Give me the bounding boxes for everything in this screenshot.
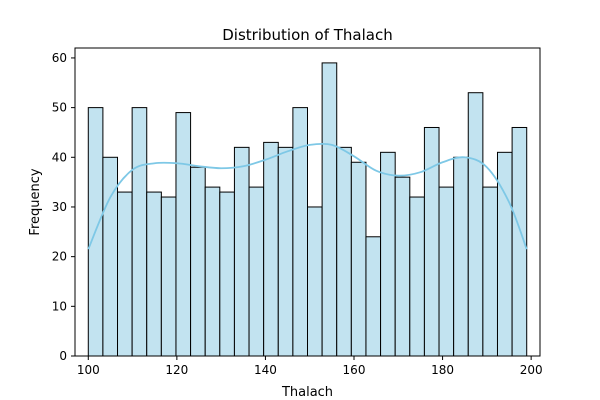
histogram-bar [307,206,323,357]
x-axis: 100 120 140 160 180 200 [77,356,543,377]
histogram-bar [394,176,411,357]
x-tick-label: 100 [77,363,100,377]
histogram-bar [350,161,367,357]
histogram-bar [467,92,484,357]
histogram-bar [117,191,133,357]
y-axis: 0 10 20 30 40 50 60 [52,51,75,363]
histogram-bar [453,156,469,357]
histogram-bar [233,146,250,357]
histogram-bar [102,156,119,357]
y-axis-label: Frequency [28,168,43,235]
x-tick-label: 200 [520,363,543,377]
y-tick-label: 10 [52,299,67,313]
histogram-bar [380,151,396,357]
x-tick-label: 160 [343,363,366,377]
x-axis-label: Thalach [281,385,333,400]
x-tick-label: 180 [431,363,454,377]
x-tick-label: 140 [254,363,277,377]
histogram-bar [190,166,206,357]
histogram-bar [219,191,235,357]
bars-group [87,62,528,357]
histogram-bar [277,146,294,357]
histogram-bar [365,236,382,357]
y-tick-label: 50 [52,101,67,115]
plot-frame [74,47,541,357]
histogram-bar [423,126,440,357]
kde-curve [87,142,528,250]
y-tick-label: 30 [52,200,67,214]
y-tick-label: 60 [52,51,67,65]
y-tick-label: 40 [52,150,67,164]
histogram-bar [336,146,352,357]
histogram-bar [131,107,148,357]
x-tick-label: 120 [165,363,188,377]
histogram-bar [160,196,177,357]
histogram-bar [409,196,425,357]
histogram-bar [438,186,455,357]
chart-title: Distribution of Thalach [222,26,392,44]
histogram-bar [146,191,162,357]
histogram-bar [248,186,265,357]
histogram-bar [175,112,192,357]
y-tick-label: 0 [59,349,67,363]
histogram-bar [263,141,279,357]
y-tick-label: 20 [52,250,67,264]
histogram-bar [482,186,498,357]
histogram-bar [321,62,338,357]
histogram-bar [204,186,221,357]
